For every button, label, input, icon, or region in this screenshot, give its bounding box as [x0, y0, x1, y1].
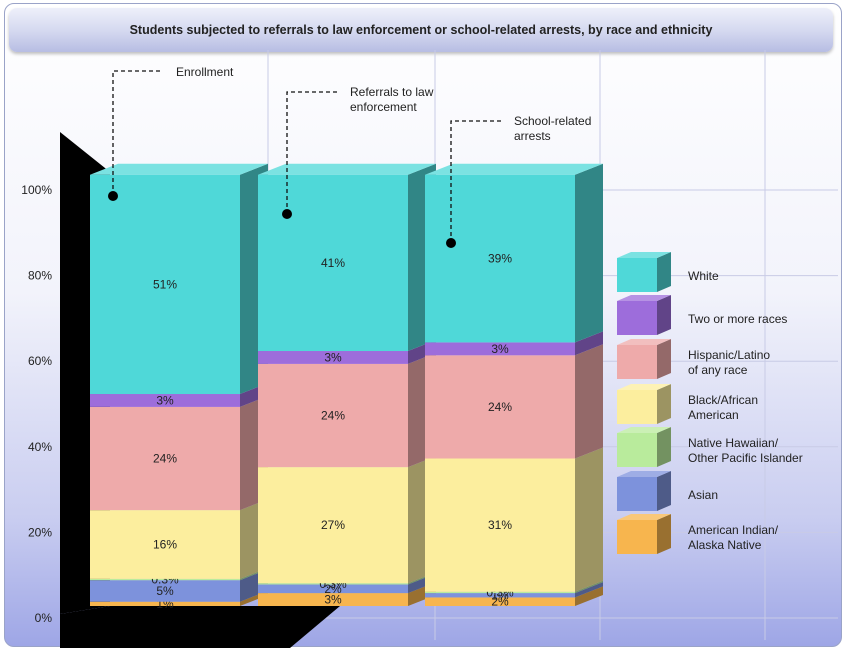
bar-segment [90, 406, 240, 511]
data-label: 39% [488, 252, 512, 266]
legend-swatch [617, 477, 657, 511]
bar-segment [425, 597, 575, 606]
y-tick-label: 0% [35, 611, 53, 625]
legend-swatch-top [617, 339, 671, 345]
legend-swatch-top [617, 427, 671, 433]
legend-swatch-side [657, 384, 671, 424]
bar-segment [258, 363, 408, 468]
bar-segment [425, 174, 575, 343]
legend-label: Hispanic/Latino of any race [688, 348, 770, 377]
bar-segment [90, 580, 240, 602]
annotation-dot [108, 191, 118, 201]
annotation-label: Enrollment [176, 65, 234, 79]
bar-segment [258, 593, 408, 606]
legend-label: Black/African American [688, 393, 758, 422]
legend-swatch-top [617, 384, 671, 390]
bar-segment [258, 584, 408, 594]
legend-swatch [617, 520, 657, 554]
data-label: 3% [156, 393, 174, 407]
data-label: 41% [321, 256, 345, 270]
bar-segment-side [575, 582, 603, 598]
bar-segment [90, 578, 240, 581]
bar-segment-side [575, 331, 603, 356]
axis-floor [60, 606, 340, 648]
y-tick-label: 20% [28, 525, 52, 539]
data-label: 5% [156, 584, 174, 598]
data-label: 2% [324, 582, 342, 596]
data-label: 24% [153, 452, 177, 466]
legend-label: Asian [688, 488, 718, 502]
bar-segment [425, 458, 575, 592]
data-label: 3% [491, 342, 509, 356]
legend-swatch-side [657, 471, 671, 511]
bar-segment [258, 467, 408, 584]
data-label: 3% [324, 350, 342, 364]
data-label: 3% [324, 593, 342, 607]
y-tick-label: 40% [28, 440, 52, 454]
legend-swatch-side [657, 295, 671, 335]
legend-label: Native Hawaiian/Other Pacific Islander [688, 436, 803, 465]
annotation-leader-line [450, 120, 503, 243]
bar-segment [90, 174, 240, 395]
legend-swatch-top [617, 471, 671, 477]
bar-segment-side [575, 163, 603, 343]
annotation-leader-line [112, 70, 162, 196]
bar-segment-side [575, 447, 603, 592]
bar-segment [425, 591, 575, 594]
legend-swatch [617, 258, 657, 292]
bar-segment [258, 351, 408, 364]
bar-segment [425, 342, 575, 356]
annotation-label: Referrals to law enforcement [350, 85, 434, 114]
annotation-dot [446, 238, 456, 248]
legend-swatch-side [657, 514, 671, 554]
legend-swatch-side [657, 339, 671, 379]
y-tick-label: 100% [21, 183, 52, 197]
legend-swatch-top [617, 252, 671, 258]
chart-title: Students subjected to referrals to law e… [129, 23, 713, 37]
bar-segment [90, 601, 240, 606]
legend-swatch-top [617, 295, 671, 301]
annotation-dot [282, 209, 292, 219]
data-label: 16% [153, 538, 177, 552]
bar-segment [425, 593, 575, 598]
annotation-label: School-related arrests [514, 114, 591, 143]
data-label: 27% [321, 518, 345, 532]
bar-segment [90, 510, 240, 579]
bar-top [425, 163, 603, 175]
bar-segment [258, 174, 408, 352]
bar-segment [258, 583, 408, 585]
data-label: 31% [488, 518, 512, 532]
annotation-leader-line [286, 91, 338, 214]
y-tick-label: 60% [28, 354, 52, 368]
bar-segment-side [575, 586, 603, 606]
legend-label: American Indian/Alaska Native [688, 523, 779, 552]
y-tick-label: 80% [28, 269, 52, 283]
bar-segment-side [575, 580, 603, 594]
chart-title-bar: Students subjected to referrals to law e… [9, 8, 833, 52]
legend-swatch-side [657, 252, 671, 292]
data-label: 2% [491, 595, 509, 609]
legend-swatch-side [657, 427, 671, 467]
legend-label: White [688, 269, 719, 283]
bar-segment-side [575, 344, 603, 459]
data-label: 24% [321, 409, 345, 423]
legend-swatch-top [617, 514, 671, 520]
bar-top [90, 163, 268, 175]
bar-segment [425, 355, 575, 459]
legend-label: Two or more races [688, 312, 787, 326]
legend-swatch [617, 433, 657, 467]
legend-swatch [617, 301, 657, 335]
data-label: 24% [488, 400, 512, 414]
bar-segment [90, 394, 240, 407]
legend-swatch [617, 345, 657, 379]
data-label: 51% [153, 277, 177, 291]
legend-swatch [617, 390, 657, 424]
bar-top [258, 163, 436, 175]
